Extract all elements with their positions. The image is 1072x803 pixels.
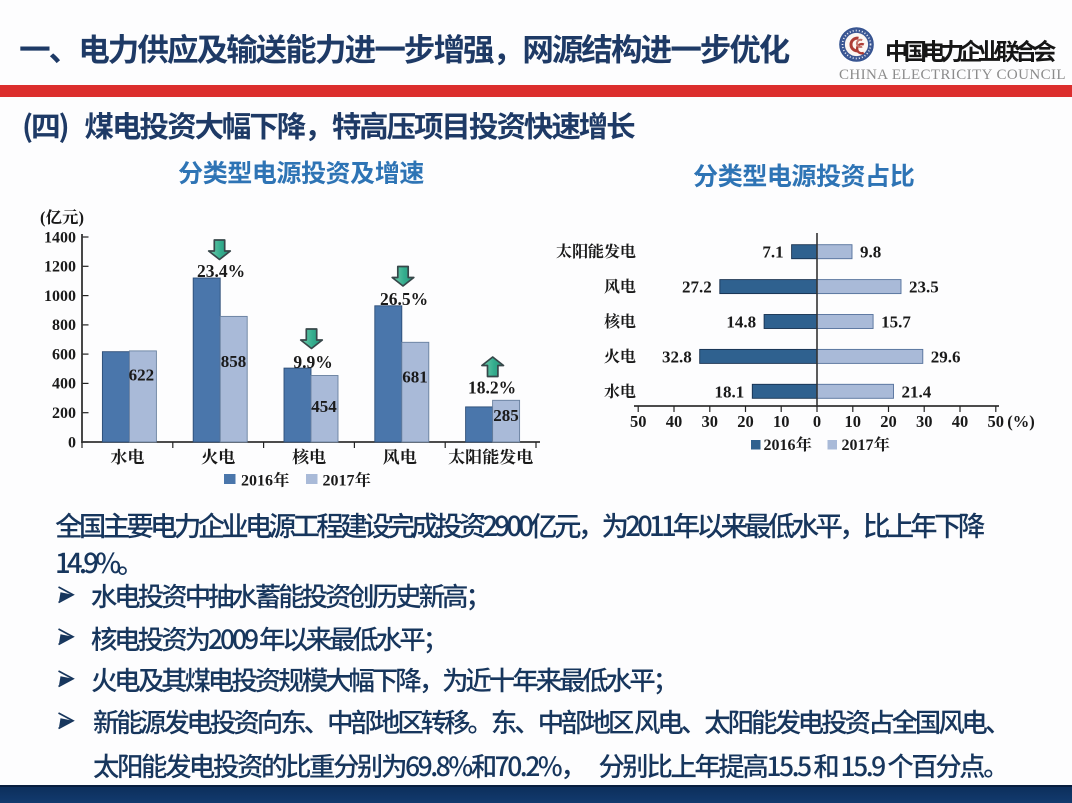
svg-text:29.6: 29.6 [931, 347, 961, 366]
svg-text:21.4: 21.4 [902, 382, 932, 401]
svg-text:1400: 1400 [44, 229, 76, 246]
svg-text:风电: 风电 [604, 278, 637, 296]
svg-text:20: 20 [737, 412, 754, 431]
svg-text:水电: 水电 [604, 383, 637, 401]
svg-text:32.8: 32.8 [662, 347, 692, 366]
svg-text:30: 30 [702, 412, 719, 431]
svg-text:40: 40 [952, 412, 969, 431]
svg-text:20: 20 [880, 412, 897, 431]
svg-text:7.1: 7.1 [762, 243, 783, 262]
svg-text:水电: 水电 [109, 448, 144, 467]
svg-text:14.8: 14.8 [726, 313, 756, 332]
svg-text:太阳能发电: 太阳能发电 [556, 243, 637, 261]
svg-text:风电: 风电 [383, 448, 417, 467]
svg-text:18.1: 18.1 [715, 382, 745, 401]
svg-text:9.9%: 9.9% [293, 352, 332, 372]
svg-text:285: 285 [493, 406, 519, 425]
svg-text:0: 0 [68, 434, 76, 451]
svg-text:454: 454 [311, 397, 337, 416]
svg-text:200: 200 [52, 405, 76, 422]
svg-text:10: 10 [845, 412, 862, 431]
svg-text:622: 622 [129, 366, 155, 385]
svg-text:18.2%: 18.2% [468, 378, 516, 398]
svg-text:太阳能发电: 太阳能发电 [448, 448, 533, 467]
svg-text:2017年: 2017年 [323, 472, 371, 490]
svg-text:(%): (%) [1007, 412, 1035, 431]
svg-text:0: 0 [813, 412, 821, 431]
svg-text:400: 400 [52, 376, 76, 393]
svg-text:26.5%: 26.5% [380, 289, 428, 309]
svg-text:9.8: 9.8 [860, 243, 881, 262]
svg-text:15.7: 15.7 [881, 313, 911, 332]
svg-text:1200: 1200 [44, 259, 76, 276]
svg-text:50: 50 [630, 412, 647, 431]
svg-text:火电: 火电 [604, 348, 637, 366]
svg-text:10: 10 [773, 412, 790, 431]
svg-text:火电: 火电 [201, 448, 235, 467]
svg-text:(亿元): (亿元) [40, 208, 84, 227]
svg-text:858: 858 [221, 352, 247, 371]
svg-text:800: 800 [52, 317, 76, 334]
svg-text:600: 600 [52, 346, 76, 363]
svg-text:2017年: 2017年 [842, 436, 890, 454]
svg-text:681: 681 [402, 368, 428, 387]
svg-text:核电: 核电 [292, 448, 326, 467]
svg-text:50: 50 [988, 412, 1005, 431]
svg-text:23.4%: 23.4% [197, 261, 245, 281]
svg-text:核电: 核电 [604, 313, 637, 331]
svg-text:30: 30 [916, 412, 933, 431]
svg-text:27.2: 27.2 [682, 278, 712, 297]
svg-text:1000: 1000 [44, 288, 76, 305]
svg-text:2016年: 2016年 [764, 436, 812, 454]
svg-text:40: 40 [666, 412, 683, 431]
svg-text:2016年: 2016年 [241, 472, 289, 490]
svg-text:23.5: 23.5 [909, 278, 939, 297]
